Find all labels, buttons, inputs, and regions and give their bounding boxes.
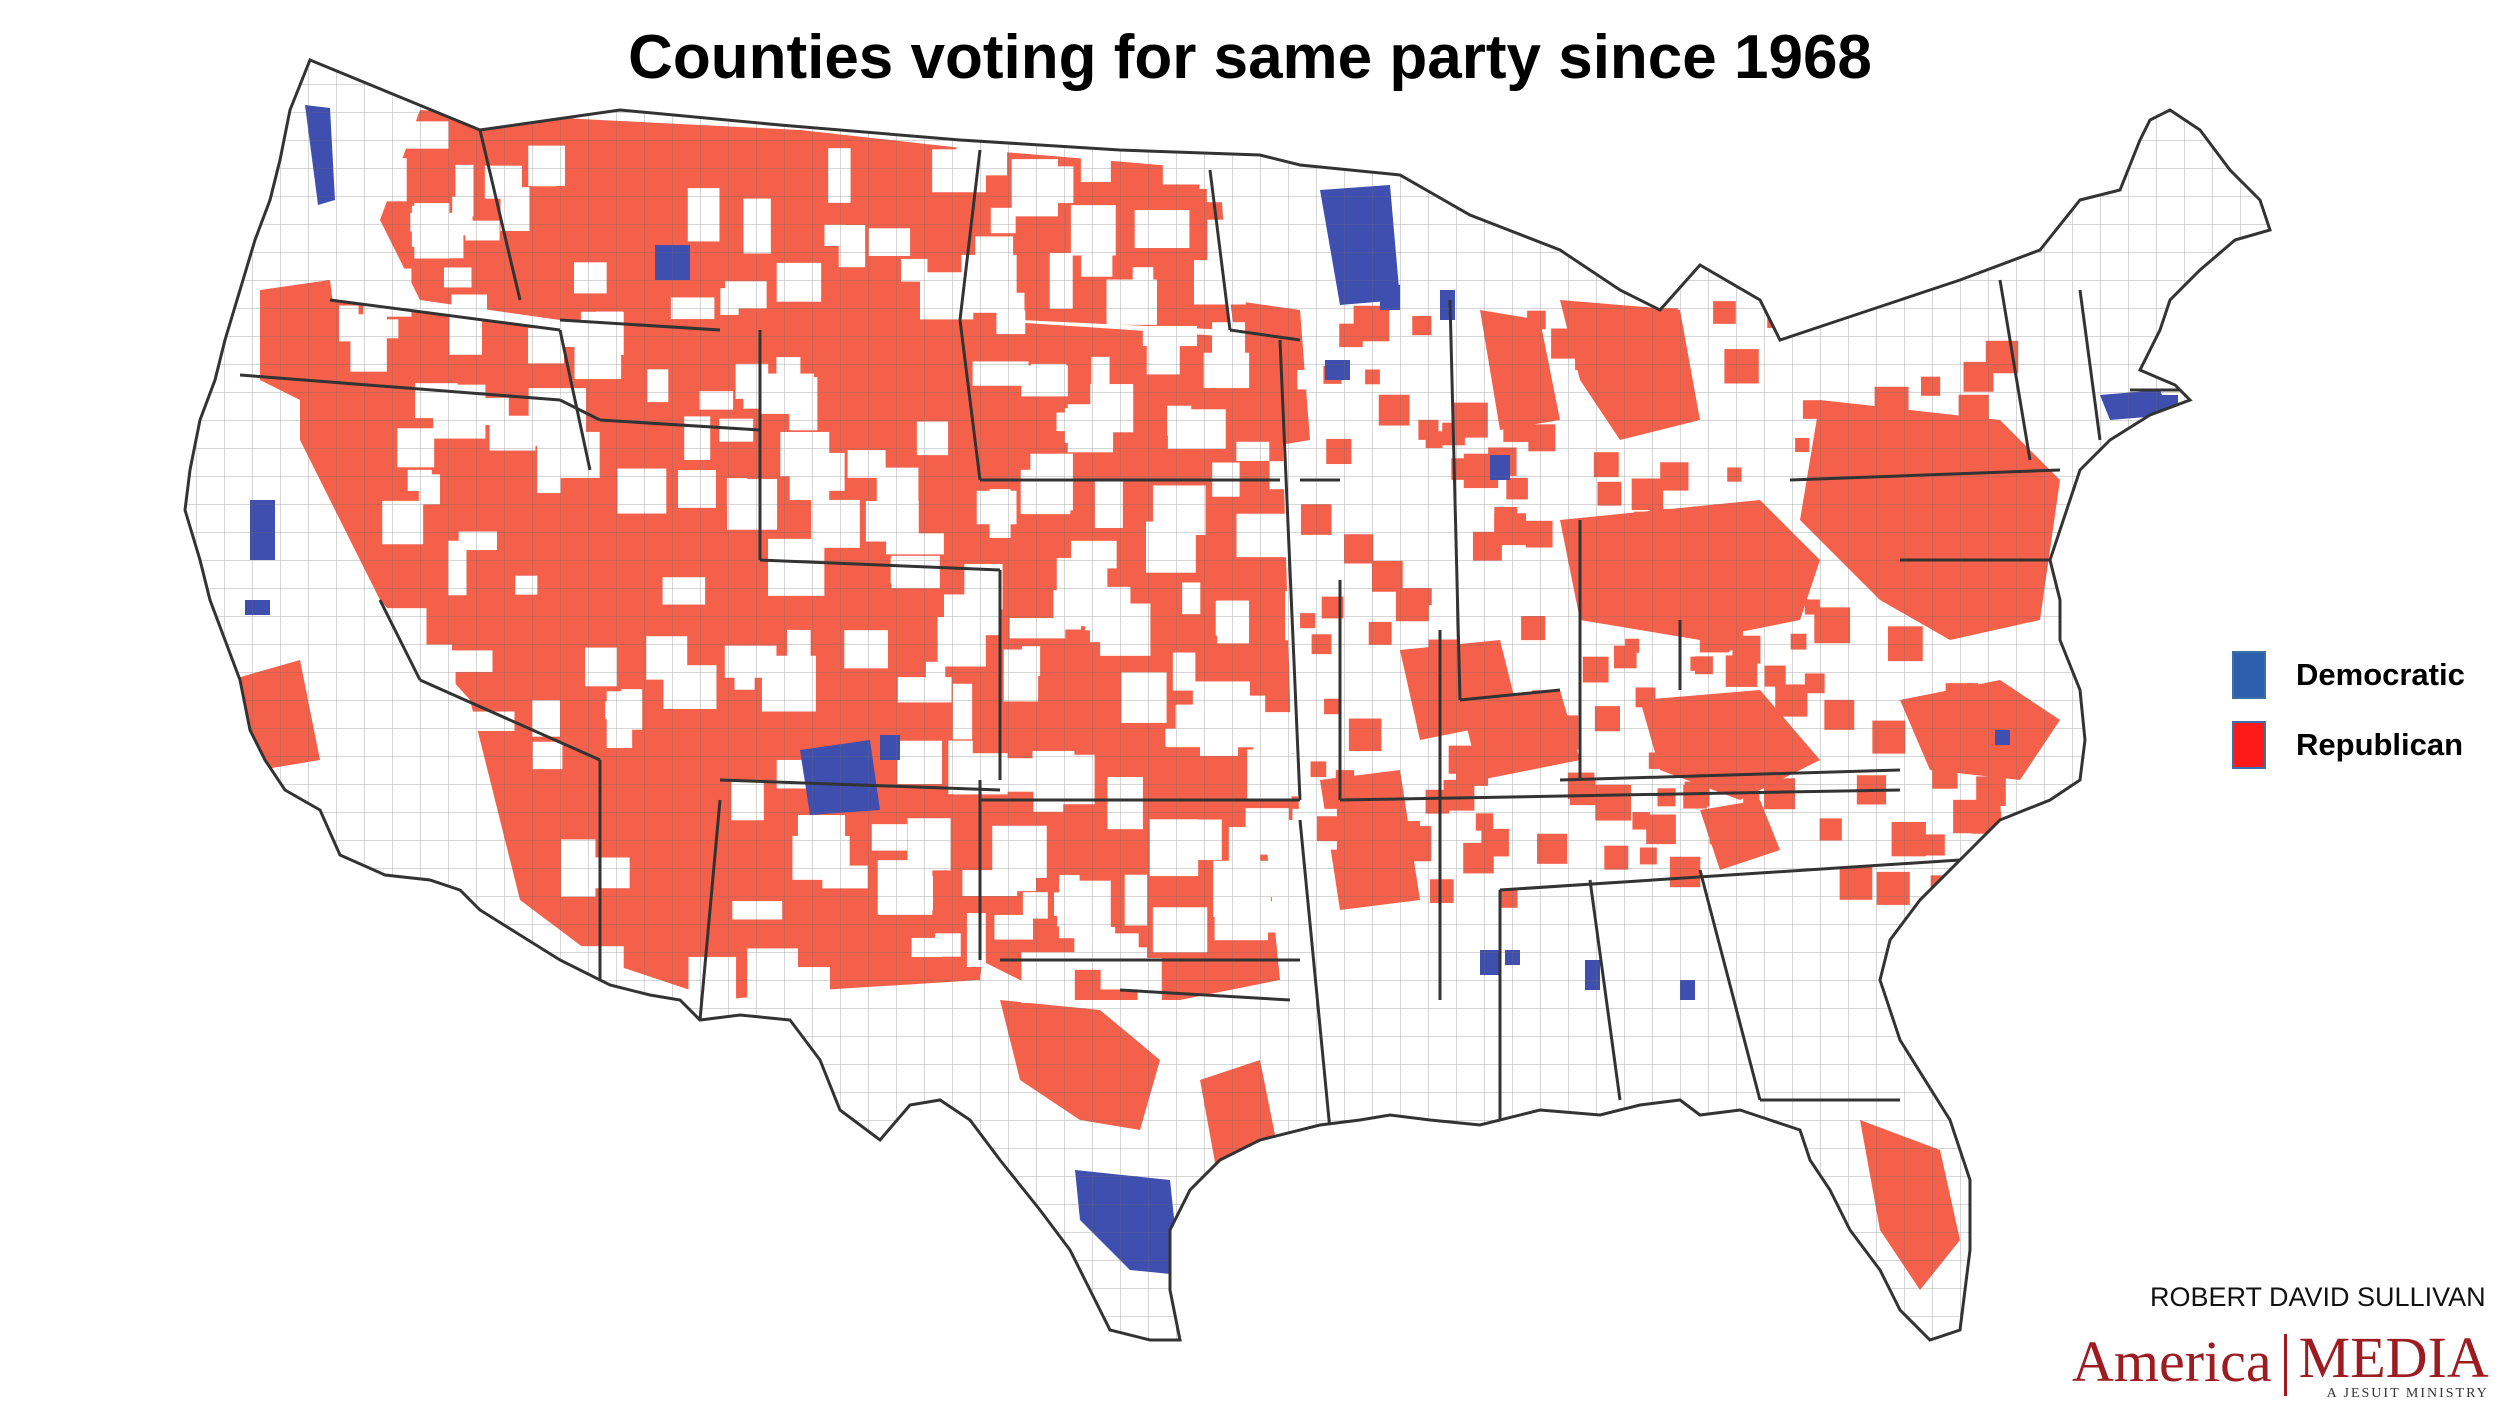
state-border xyxy=(698,799,722,1021)
legend-swatch-democratic xyxy=(2232,651,2266,699)
legend-label-democratic: Democratic xyxy=(2296,657,2465,692)
republican-county xyxy=(1976,887,1994,904)
state-border xyxy=(239,373,561,402)
logo-tagline: A JESUIT MINISTRY xyxy=(2326,1386,2489,1401)
logo-right: MEDIA A JESUIT MINISTRY xyxy=(2298,1325,2489,1402)
state-border xyxy=(1298,819,1332,1131)
state-border xyxy=(478,129,522,301)
republican-county xyxy=(1982,889,2014,922)
state-border xyxy=(599,418,761,432)
logo-america-text: America xyxy=(2072,1329,2272,1394)
america-media-logo: America MEDIA A JESUIT MINISTRY xyxy=(2072,1325,2489,1402)
state-border xyxy=(1499,858,1961,892)
state-border xyxy=(1229,328,1301,342)
state-border xyxy=(419,678,601,762)
state-border xyxy=(1119,988,1291,1002)
map-title: Counties voting for same party since 196… xyxy=(628,23,1872,92)
state-border xyxy=(558,329,592,471)
county-layer xyxy=(185,60,2270,1340)
state-border xyxy=(719,778,1001,792)
state-border xyxy=(1698,869,1762,1101)
state-border xyxy=(559,398,601,422)
state-border xyxy=(1459,688,1561,702)
neutral-county xyxy=(330,911,360,939)
neutral-county xyxy=(518,953,559,999)
state-border xyxy=(378,599,422,681)
republican-county xyxy=(1999,896,2019,915)
state-border xyxy=(1588,879,1622,1101)
state-border xyxy=(958,319,982,481)
state-border xyxy=(1998,279,2032,461)
state-border xyxy=(559,318,721,332)
republican-county xyxy=(1928,889,1950,911)
us-outline xyxy=(183,58,2272,1342)
state-border xyxy=(1278,339,1302,801)
legend-swatch-republican xyxy=(2232,721,2266,769)
state-border xyxy=(1559,768,1901,782)
state-border xyxy=(1208,169,1232,331)
logo-media-text: MEDIA xyxy=(2298,1325,2489,1390)
state-border xyxy=(2078,289,2102,441)
legend: Democratic Republican xyxy=(2232,640,2465,780)
state-border xyxy=(958,149,982,321)
state-border xyxy=(329,298,561,332)
legend-label-republican: Republican xyxy=(2296,727,2464,762)
logo-divider xyxy=(2283,1334,2287,1396)
state-border xyxy=(1448,299,1462,701)
state-border xyxy=(1339,788,1901,802)
author-byline: ROBERT DAVID SULLIVAN xyxy=(2150,1282,2486,1312)
legend-item-democratic: Democratic xyxy=(2232,640,2465,710)
state-border xyxy=(759,558,1001,572)
legend-item-republican: Republican xyxy=(2232,710,2465,780)
state-borders xyxy=(239,129,2200,1131)
state-border xyxy=(1789,468,2061,482)
